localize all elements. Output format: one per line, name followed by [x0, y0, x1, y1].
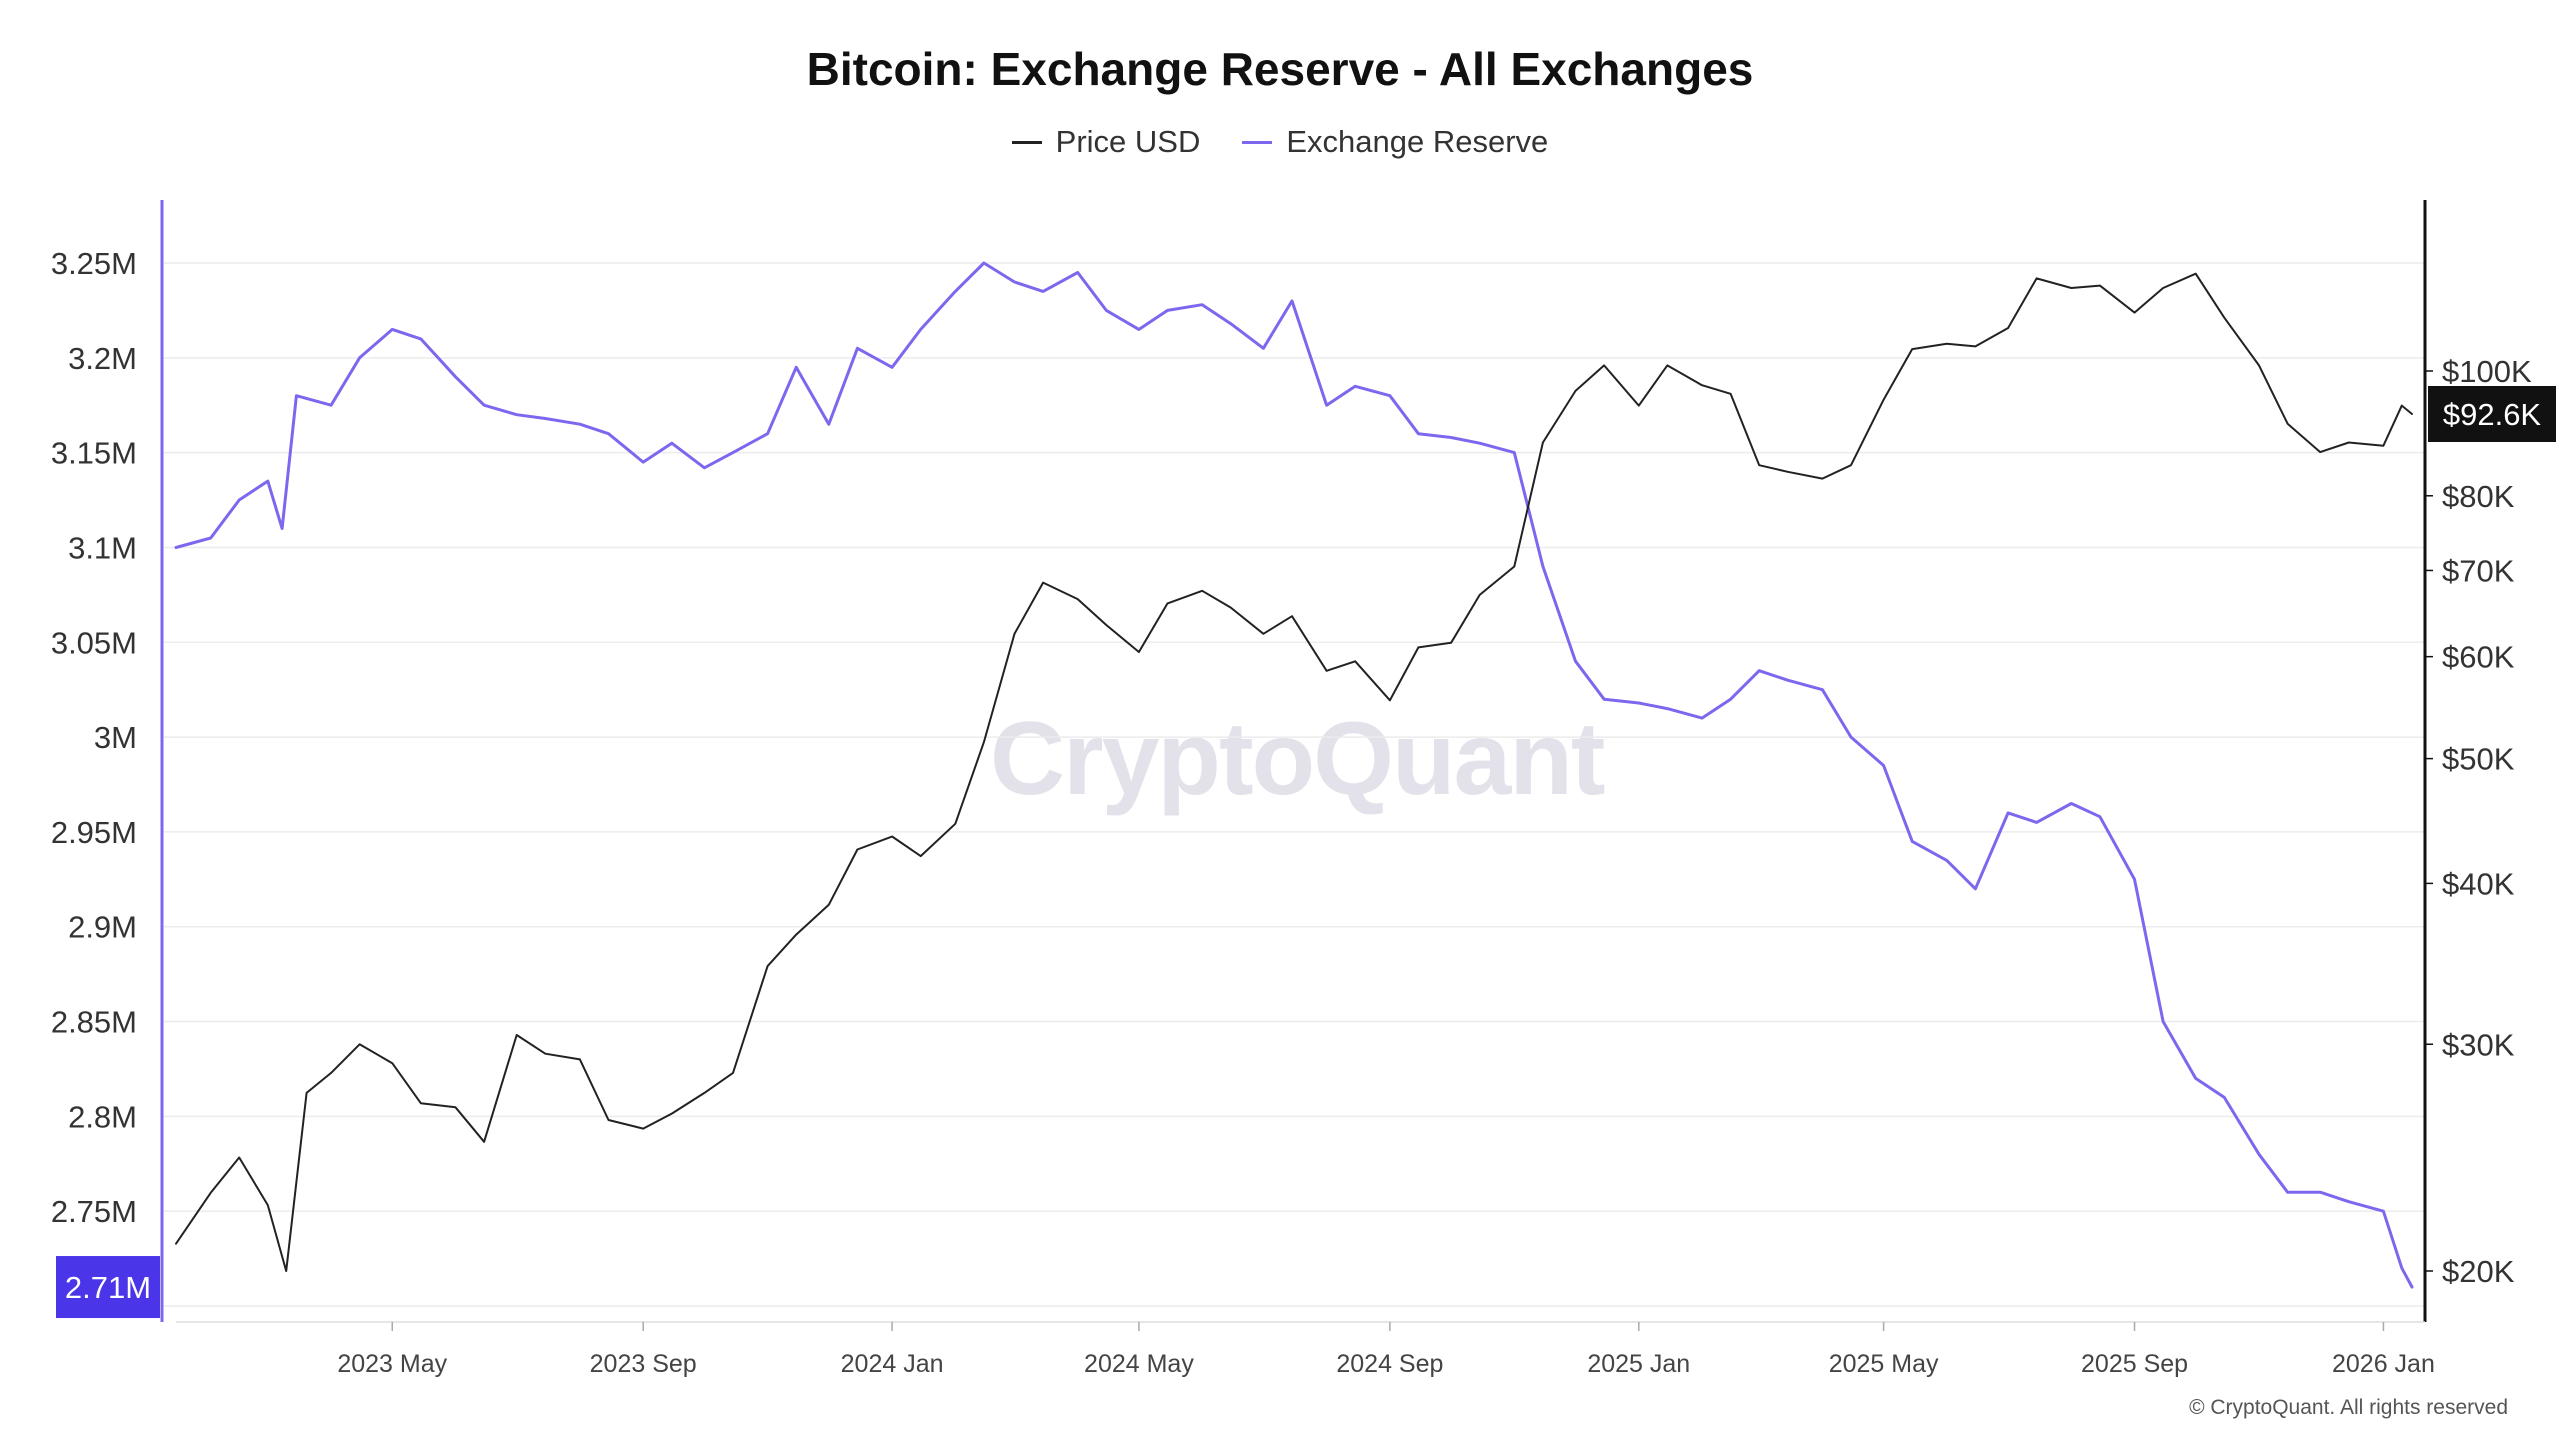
- y-left-tick-label: 3.2M: [68, 341, 137, 376]
- y-left-tick-label: 2.9M: [68, 910, 137, 945]
- y-axis-left-ticks: 3.25M 3.2M 3.15M 3.1M 3.05M 3M 2.95M 2.9M 2.85M 2…: [51, 246, 137, 1324]
- y-right-tick-label: $20K: [2442, 1254, 2515, 1289]
- y-left-tick-label: 3.15M: [51, 436, 137, 471]
- y-left-tick-label: 2.75M: [51, 1194, 137, 1229]
- x-tick-label: 2025 Sep: [2081, 1350, 2188, 1378]
- y-left-tick-label: 3M: [94, 720, 137, 755]
- y-right-tick-label: $30K: [2442, 1027, 2515, 1062]
- chart-legend: Price USD Exchange Reserve: [0, 124, 2560, 160]
- y-left-tick-label: 3.1M: [68, 530, 137, 565]
- legend-item-price[interactable]: Price USD: [1011, 124, 1201, 160]
- badge-left-label: 2.71M: [65, 1270, 151, 1305]
- series-lines: [174, 261, 2414, 1289]
- y-left-tick-label: 2.85M: [51, 1005, 137, 1040]
- copyright-notice: © CryptoQuant. All rights reserved: [2189, 1396, 2508, 1419]
- y-left-tick-label: 3.25M: [51, 246, 137, 281]
- badge-right-label: $92.6K: [2443, 397, 2542, 432]
- axes: [160, 200, 2427, 1323]
- y-right-tick-label: $40K: [2442, 866, 2515, 901]
- x-tick-label: 2023 May: [337, 1350, 447, 1378]
- x-tick-label: 2024 May: [1084, 1350, 1194, 1378]
- y-right-tick-label: $80K: [2442, 479, 2515, 514]
- y-left-tick-label: 2.8M: [68, 1099, 137, 1134]
- legend-swatch-reserve: [1242, 140, 1273, 144]
- badge-left-bg: [56, 1256, 160, 1319]
- y-right-tick-label: $50K: [2442, 742, 2515, 777]
- current-value-badges: 2.71M $92.6K: [56, 385, 2556, 1319]
- legend-item-reserve[interactable]: Exchange Reserve: [1242, 124, 1548, 160]
- legend-label-price: Price USD: [1055, 124, 1201, 159]
- x-tick-label: 2025 Jan: [1587, 1350, 1690, 1378]
- series-line-exchange-reserve: [174, 261, 2414, 1289]
- y-left-tick-label: 3.05M: [51, 625, 137, 660]
- badge-right-bg: [2428, 385, 2556, 442]
- x-tick-label: 2024 Sep: [1336, 1350, 1443, 1378]
- y-right-tick-label: $60K: [2442, 640, 2515, 675]
- series-line-price: [175, 272, 2413, 1272]
- x-tick-label: 2026 Jan: [2332, 1350, 2435, 1378]
- chart-title: Bitcoin: Exchange Reserve - All Exchange…: [806, 43, 1754, 95]
- legend-label-reserve: Exchange Reserve: [1286, 124, 1549, 159]
- x-tick-label: 2025 May: [1829, 1350, 1939, 1378]
- x-axis-ticks: 2023 May 2023 Sep 2024 Jan 2024 May 2024 Sep…: [337, 1322, 2435, 1378]
- gridlines: [164, 262, 2425, 1307]
- y-right-tick-label: $70K: [2442, 553, 2515, 588]
- x-tick-label: 2024 Jan: [841, 1350, 944, 1378]
- legend-swatch-price: [1011, 140, 1042, 144]
- y-axis-right-ticks: $100K $80K $70K $60K $50K $40K $30K $20K: [2425, 354, 2532, 1289]
- y-right-tick-label: $100K: [2442, 354, 2532, 389]
- x-tick-label: 2023 Sep: [590, 1350, 697, 1378]
- watermark-logo: CryptoQuant: [990, 701, 1606, 817]
- y-left-tick-label: 2.95M: [51, 815, 137, 850]
